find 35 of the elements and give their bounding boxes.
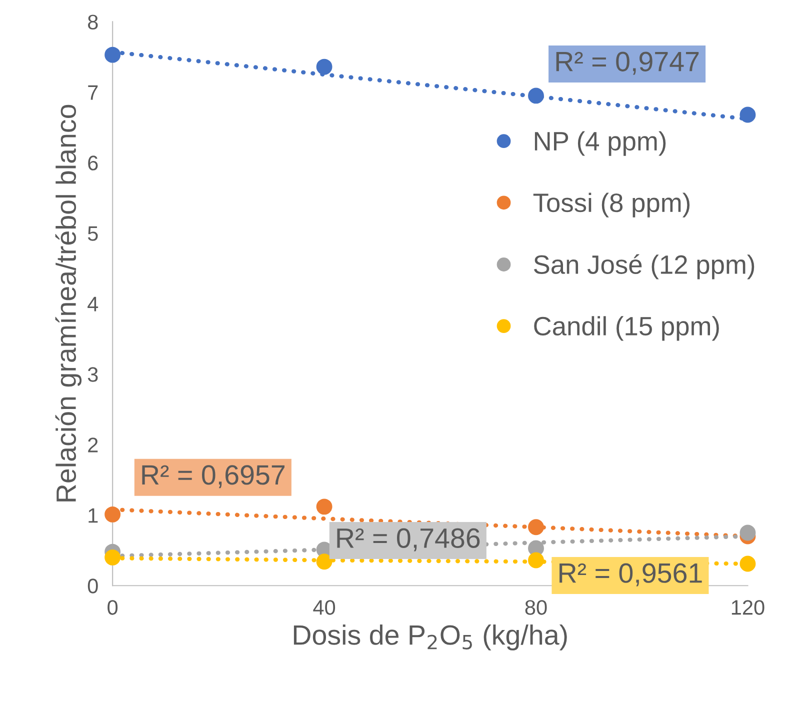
y-tick-label: 8 — [88, 14, 98, 30]
y-tick-label: 7 — [88, 85, 98, 100]
y-tick-label: 1 — [88, 508, 98, 523]
x-tick-label: 120 — [732, 600, 764, 615]
annotation: R² = 0,6957 — [142, 465, 284, 488]
point — [316, 58, 332, 75]
y-tick-label: 2 — [88, 438, 98, 452]
point — [528, 88, 544, 104]
point — [104, 506, 121, 522]
y-tick-label: 4 — [88, 296, 98, 312]
legend-label: Candil (15 ppm) — [534, 316, 719, 341]
point — [316, 498, 332, 515]
point — [316, 554, 332, 570]
point — [528, 519, 544, 536]
legend-label: Tossi (8 ppm) — [533, 192, 690, 218]
point — [740, 524, 756, 541]
x-axis-title: Dosis de P$_{2}$O$_{5}$ (kg/ha) — [294, 624, 567, 650]
point — [104, 46, 121, 63]
legend-label: San José (12 ppm) — [534, 254, 754, 280]
point — [528, 552, 544, 568]
y-axis-title: Relación gramínea/trébol blanco — [55, 104, 82, 502]
annotation: R² = 0,9561 — [560, 563, 702, 586]
x-tick-label: 80 — [525, 600, 547, 615]
legend-label: NP (4 ppm) — [534, 131, 666, 156]
y-tick-label: 3 — [88, 367, 98, 382]
y-tick-label: 0 — [88, 578, 98, 594]
x-tick-label: 0 — [108, 600, 118, 615]
x-tick-label: 40 — [313, 600, 336, 615]
point — [104, 549, 121, 566]
annotation: R² = 0,9747 — [556, 52, 699, 75]
annotation: R² = 0,7486 — [337, 528, 480, 552]
point — [740, 106, 756, 123]
y-tick-label: 5 — [88, 226, 98, 241]
point — [740, 556, 756, 572]
y-tick-label: 6 — [88, 156, 98, 170]
